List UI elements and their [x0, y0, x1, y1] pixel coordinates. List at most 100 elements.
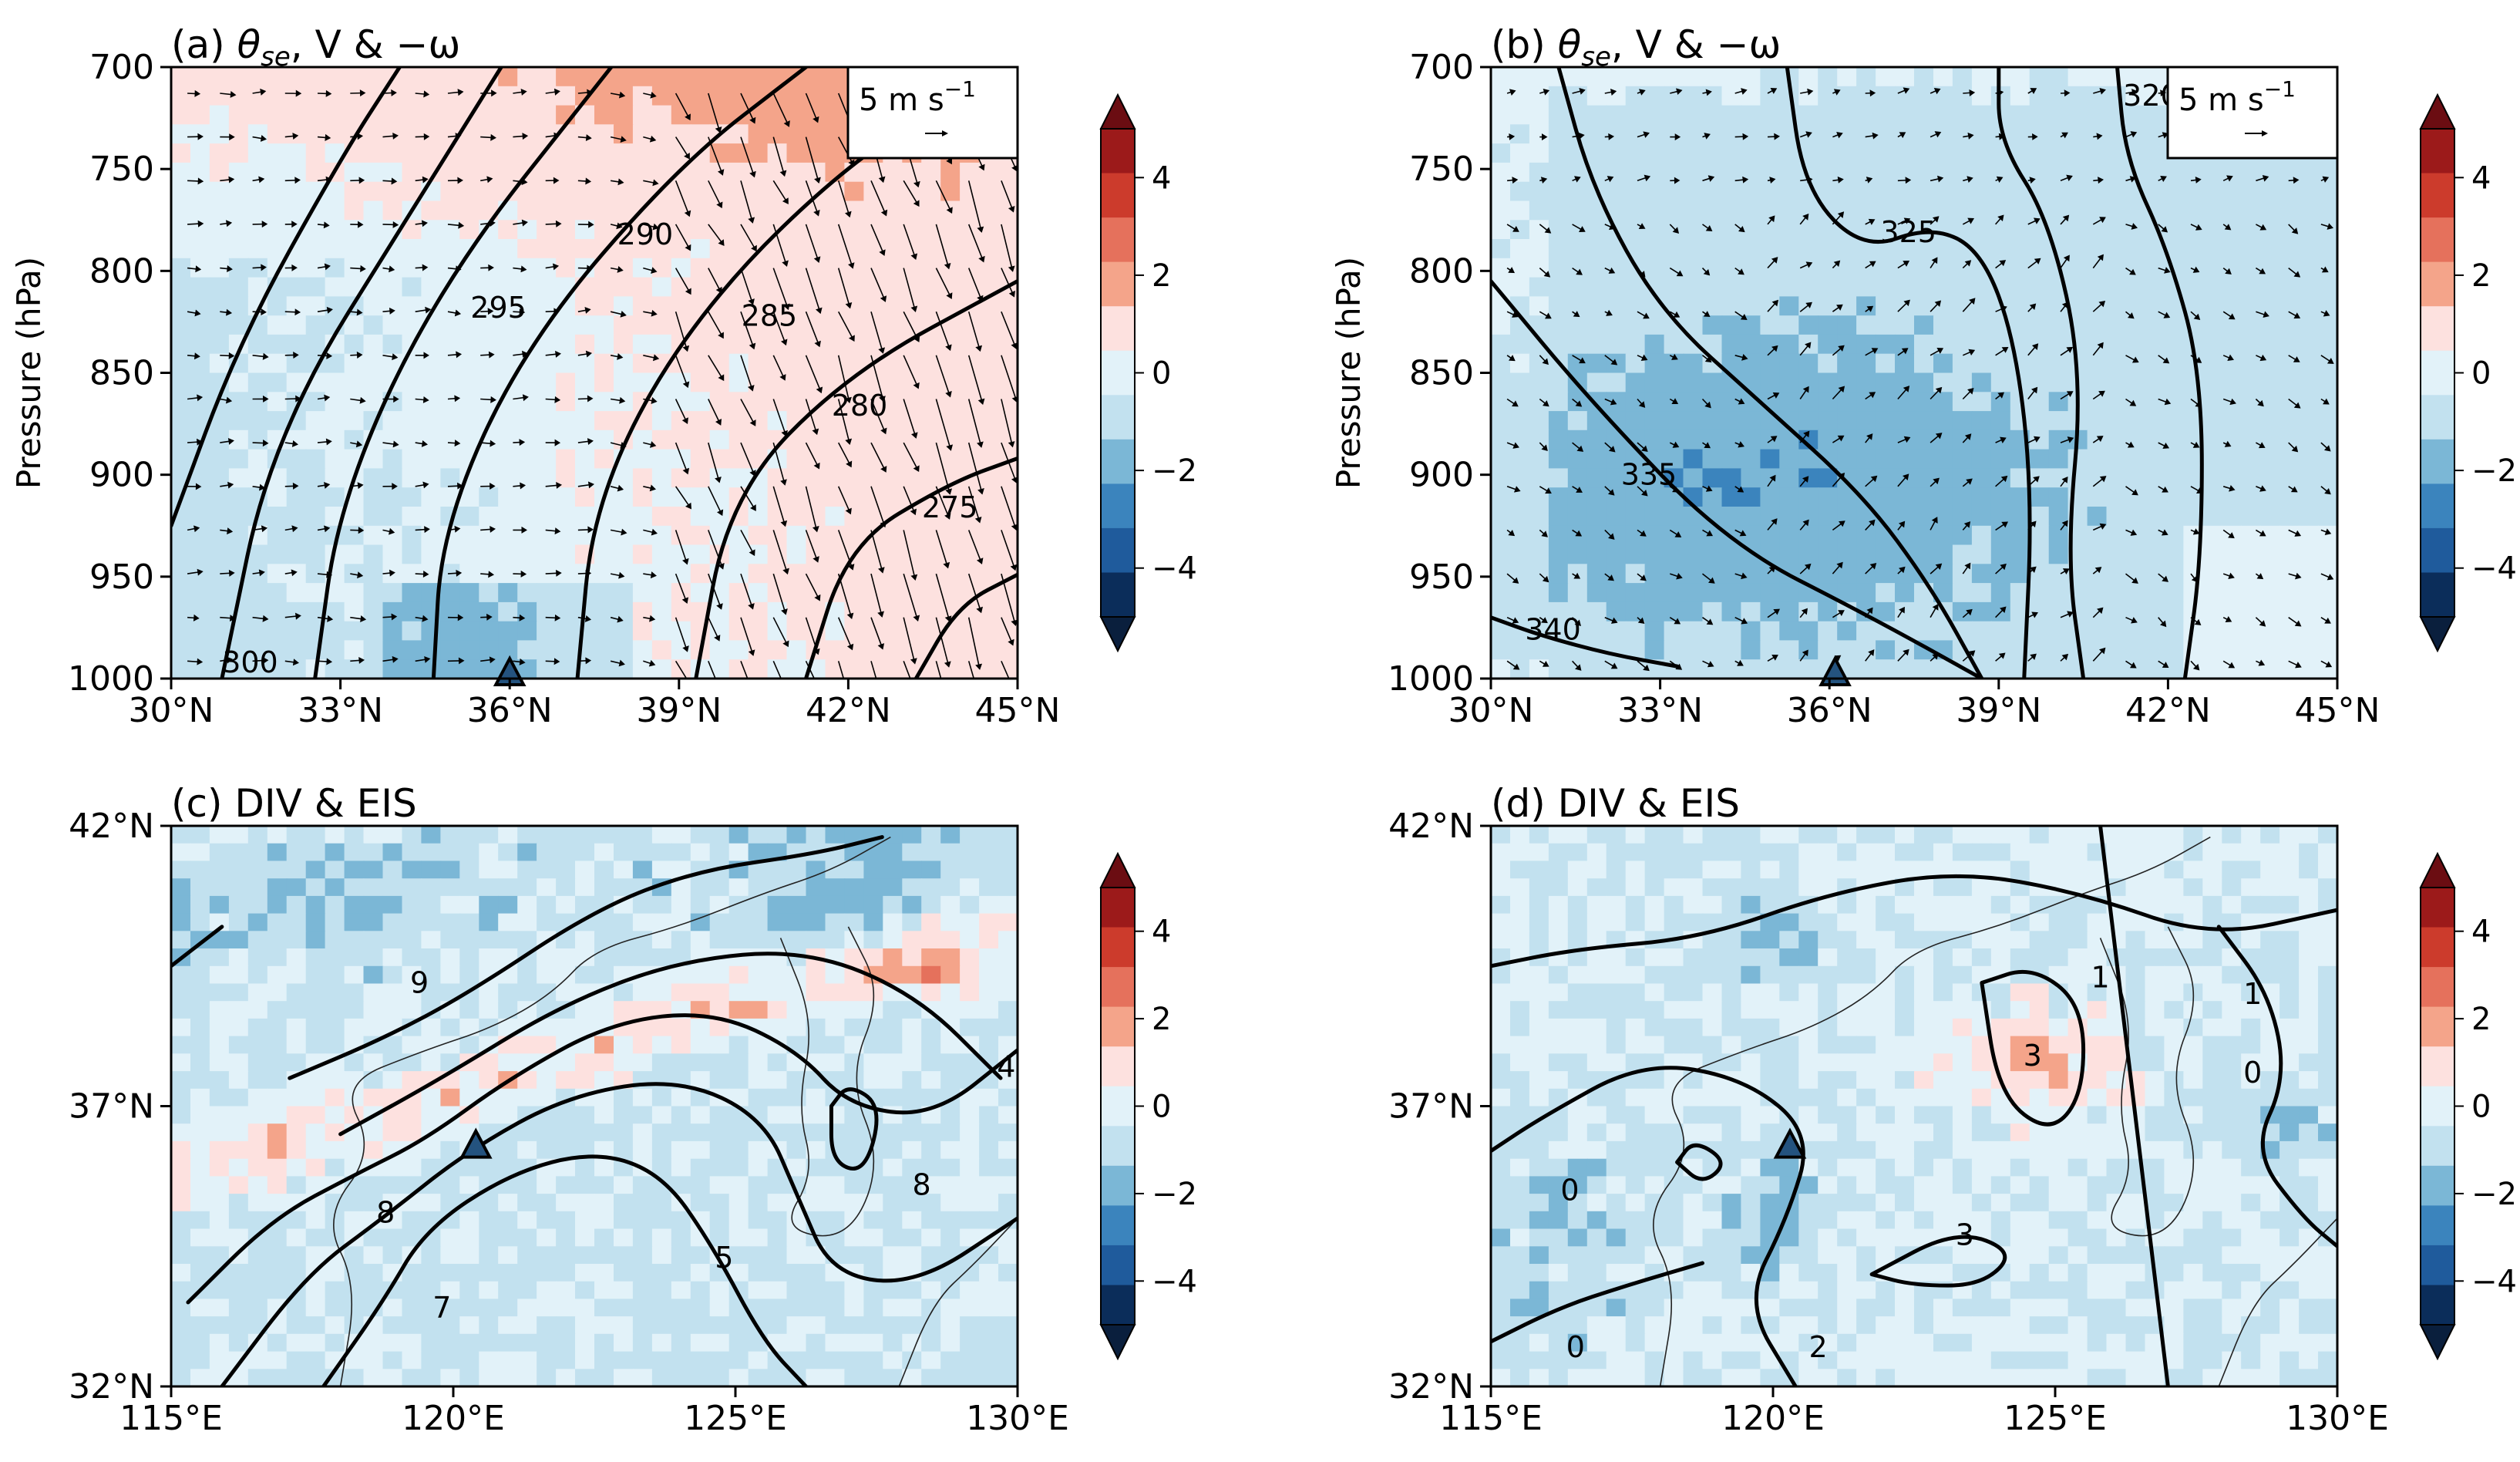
y-tick-label: 700	[1409, 48, 1474, 87]
wind-vector-head	[1866, 607, 1873, 615]
wind-vector-head	[682, 345, 690, 352]
wind-vector-head	[812, 525, 819, 533]
wind-vector-head	[325, 133, 331, 141]
wind-vector-head	[1008, 441, 1015, 448]
wind-vector-head	[1934, 131, 1942, 138]
wind-vector-head	[2262, 174, 2269, 182]
wind-vector-head	[1676, 88, 1683, 96]
wind-vector-head	[1966, 478, 1973, 485]
wind-vector-head	[978, 255, 985, 263]
wind-vector-head	[910, 574, 918, 581]
wind-vector-head	[2064, 89, 2071, 97]
wind-vector-head	[553, 177, 560, 184]
wind-vector-head	[813, 462, 820, 470]
wind-vector-head	[977, 398, 985, 406]
wind-vector-head	[1833, 260, 1841, 268]
wind-vector-head	[1805, 261, 1813, 268]
wind-vector-head	[880, 209, 888, 217]
wind-vector	[772, 573, 786, 615]
wind-vector-head	[781, 683, 786, 688]
wind-vector-head	[912, 687, 917, 692]
wind-vector-head	[2099, 647, 2106, 655]
wind-vector	[1001, 311, 1017, 349]
wind-vector-head	[880, 466, 887, 473]
wind-vector	[837, 486, 851, 514]
wind-vector-head	[1543, 88, 1550, 96]
x-tick-label: 30°N	[129, 691, 214, 730]
colorbar-tick-label: 4	[1152, 160, 1171, 196]
wind-vector-head	[617, 615, 624, 623]
title-prefix: (b)	[1491, 22, 1558, 67]
contour-line	[220, 1082, 1018, 1386]
wind-vector-head	[1608, 133, 1615, 140]
wind-vector-head	[1610, 359, 1618, 366]
contour-line	[2098, 826, 2170, 1386]
wind-vector-head	[553, 88, 560, 96]
wind-vector	[967, 355, 984, 404]
wind-vector-head	[1934, 300, 1942, 308]
wind-vector-head	[1899, 566, 1906, 574]
wind-vector-head	[2030, 386, 2038, 394]
wind-vector-head	[749, 170, 756, 178]
wind-vector-head	[1869, 563, 1877, 570]
wind-vector-head	[2131, 356, 2139, 363]
wind-vector-head	[946, 444, 954, 451]
wind-vector-head	[555, 220, 562, 227]
wind-vector-head	[294, 612, 301, 620]
wind-vector-head	[2327, 357, 2334, 364]
wind-vector-head	[1541, 531, 1548, 537]
wind-vector-head	[1610, 399, 1617, 406]
y-tick-label: 32°N	[69, 1367, 154, 1406]
wind-vector-head	[258, 569, 265, 577]
wind-vector-head	[292, 482, 299, 490]
colorbar-segment	[2421, 572, 2454, 618]
wind-vector	[870, 180, 887, 216]
wind-vector-head	[2099, 523, 2107, 530]
wind-vector-head	[458, 657, 465, 665]
wind-vector-head	[848, 262, 855, 269]
wind-vector-head	[489, 656, 496, 664]
wind-vector	[740, 399, 756, 426]
title-subscript: se	[1581, 42, 1611, 72]
wind-vector-head	[1739, 530, 1747, 537]
wind-vector-head	[291, 440, 298, 447]
wind-vector-head	[910, 305, 918, 312]
wind-vector	[903, 442, 920, 472]
wind-vector-head	[1672, 227, 1680, 234]
wind-vector-head	[488, 351, 495, 359]
wind-vector-head	[2229, 485, 2236, 492]
wind-vector-head	[2192, 663, 2200, 671]
wind-vector-head	[651, 309, 658, 317]
wind-vector-head	[1512, 577, 1519, 584]
wind-vector-head	[1574, 176, 1581, 183]
wind-vector-head	[521, 219, 528, 227]
wind-vector-head	[326, 306, 333, 314]
wind-vector-head	[1575, 530, 1583, 537]
wind-vector-head	[1606, 309, 1613, 316]
vector-key-b: 5 m s−1	[2166, 66, 2339, 160]
y-axis-label: Pressure (hPa)	[1330, 257, 1368, 489]
wind-vector-head	[1804, 563, 1812, 571]
wind-vector-head	[1576, 268, 1583, 275]
wind-vector-head	[1008, 265, 1015, 272]
wind-vector	[675, 660, 688, 679]
wind-vector-head	[877, 643, 885, 650]
wind-vector-head	[520, 570, 527, 578]
wind-vector-head	[389, 569, 395, 577]
wind-vector-head	[587, 395, 594, 403]
wind-vector-head	[326, 352, 333, 359]
wind-vector-head	[652, 354, 660, 362]
x-tick-label: 125°E	[2004, 1399, 2107, 1438]
wind-vector-head	[358, 656, 365, 664]
wind-vector	[837, 355, 850, 403]
contour-line	[1980, 969, 2086, 1127]
vector-key-a: 5 m s−1	[846, 66, 1019, 160]
wind-vector-head	[2259, 530, 2266, 537]
colorbar-segment	[1101, 967, 1135, 1008]
colorbar-segment	[2421, 1126, 2454, 1167]
wind-vector-head	[1773, 608, 1781, 615]
wind-vector-head	[1903, 217, 1911, 224]
wind-vector-head	[490, 525, 496, 533]
wind-vector-head	[1706, 618, 1714, 625]
panel-c: 9 8 7 5 8 4 (c) DIV & EIS 115°E 120°E 125°E 130°E 4…	[69, 781, 1197, 1438]
